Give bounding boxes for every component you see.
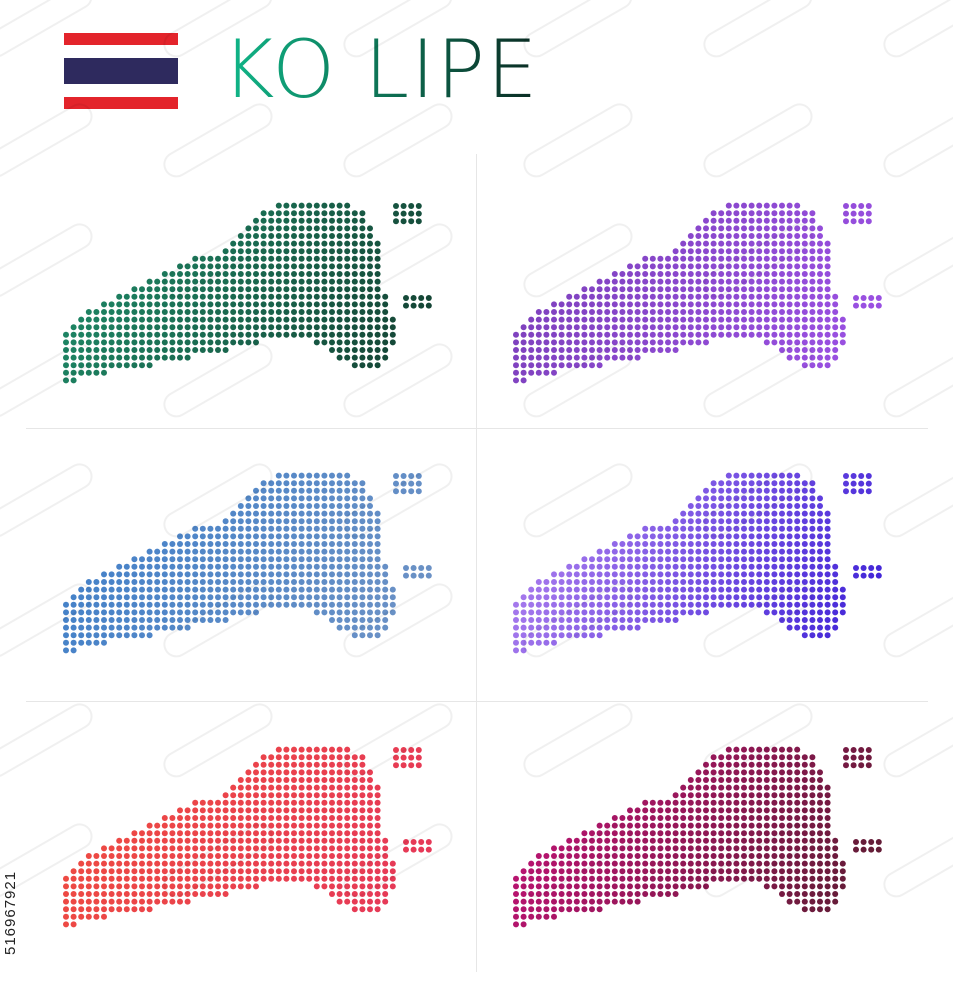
flag-stripe [64, 45, 178, 58]
divider-horizontal-2 [26, 701, 928, 702]
dot-map-magenta [513, 746, 882, 928]
page-title: KO LIPE [222, 23, 540, 116]
flag-stripe [64, 97, 178, 109]
divider-horizontal-1 [26, 428, 928, 429]
header: KO LIPE [0, 0, 953, 140]
dot-map-blue [63, 472, 432, 654]
flag-stripe [64, 58, 178, 84]
flag-stripe [64, 33, 178, 45]
dot-map-violet [513, 472, 882, 654]
divider-vertical [476, 154, 477, 972]
thailand-flag-icon [64, 33, 178, 109]
flag-stripe [64, 84, 178, 97]
dot-map-red [63, 746, 432, 928]
dot-map-purple [513, 202, 882, 384]
dot-map-green [63, 202, 432, 384]
stock-id: 516967921 [2, 870, 19, 955]
